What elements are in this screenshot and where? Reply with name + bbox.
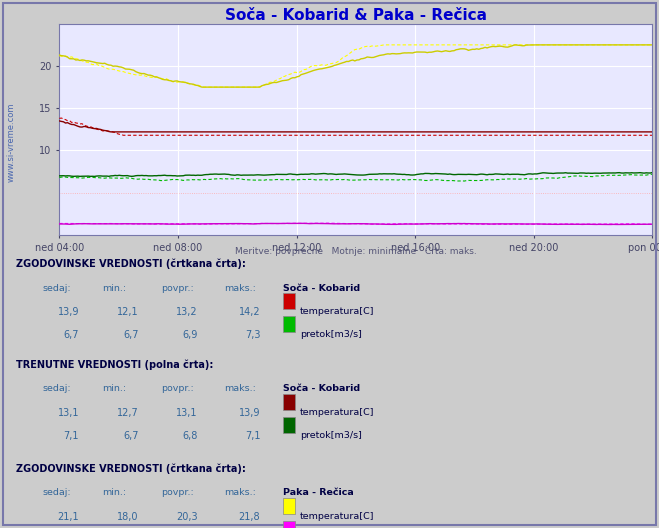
Title: Soča - Kobarid & Paka - Rečica: Soča - Kobarid & Paka - Rečica (225, 7, 487, 23)
Text: sedaj:: sedaj: (43, 488, 71, 497)
Text: povpr.:: povpr.: (161, 384, 194, 393)
Text: maks.:: maks.: (224, 284, 256, 293)
Text: 18,0: 18,0 (117, 512, 138, 522)
Text: 6,7: 6,7 (123, 330, 138, 340)
Text: pretok[m3/s]: pretok[m3/s] (300, 431, 362, 440)
Text: Meritve: povprečne   Motnje: minimalne   Črta: maks.: Meritve: povprečne Motnje: minimalne Črt… (235, 246, 476, 256)
Text: 12,7: 12,7 (117, 408, 138, 418)
Text: 7,3: 7,3 (244, 330, 260, 340)
Text: 6,7: 6,7 (123, 431, 138, 441)
Text: povpr.:: povpr.: (161, 284, 194, 293)
Text: sedaj:: sedaj: (43, 384, 71, 393)
Text: temperatura[C]: temperatura[C] (300, 512, 374, 521)
Text: 13,9: 13,9 (57, 307, 79, 317)
Text: TRENUTNE VREDNOSTI (polna črta):: TRENUTNE VREDNOSTI (polna črta): (16, 360, 214, 370)
Text: Paka - Rečica: Paka - Rečica (283, 488, 354, 497)
Text: 6,9: 6,9 (183, 330, 198, 340)
Text: min.:: min.: (102, 384, 127, 393)
Text: Soča - Kobarid: Soča - Kobarid (283, 384, 360, 393)
Text: 21,8: 21,8 (239, 512, 260, 522)
Text: www.si-vreme.com: www.si-vreme.com (7, 103, 16, 182)
Text: Soča - Kobarid: Soča - Kobarid (283, 284, 360, 293)
Text: 21,1: 21,1 (57, 512, 79, 522)
Text: 13,1: 13,1 (57, 408, 79, 418)
Text: ZGODOVINSKE VREDNOSTI (črtkana črta):: ZGODOVINSKE VREDNOSTI (črtkana črta): (16, 259, 246, 269)
Text: maks.:: maks.: (224, 384, 256, 393)
Text: temperatura[C]: temperatura[C] (300, 307, 374, 316)
Text: 7,1: 7,1 (63, 431, 79, 441)
Text: sedaj:: sedaj: (43, 284, 71, 293)
Text: maks.:: maks.: (224, 488, 256, 497)
Text: 20,3: 20,3 (176, 512, 198, 522)
Text: 14,2: 14,2 (239, 307, 260, 317)
Text: ZGODOVINSKE VREDNOSTI (črtkana črta):: ZGODOVINSKE VREDNOSTI (črtkana črta): (16, 464, 246, 474)
Text: temperatura[C]: temperatura[C] (300, 408, 374, 417)
Text: 6,8: 6,8 (183, 431, 198, 441)
Text: 7,1: 7,1 (244, 431, 260, 441)
Text: min.:: min.: (102, 488, 127, 497)
Text: 12,1: 12,1 (117, 307, 138, 317)
Text: 13,9: 13,9 (239, 408, 260, 418)
Text: 6,7: 6,7 (63, 330, 79, 340)
Text: povpr.:: povpr.: (161, 488, 194, 497)
Text: pretok[m3/s]: pretok[m3/s] (300, 330, 362, 339)
Text: 13,2: 13,2 (176, 307, 198, 317)
Text: min.:: min.: (102, 284, 127, 293)
Text: 13,1: 13,1 (176, 408, 198, 418)
